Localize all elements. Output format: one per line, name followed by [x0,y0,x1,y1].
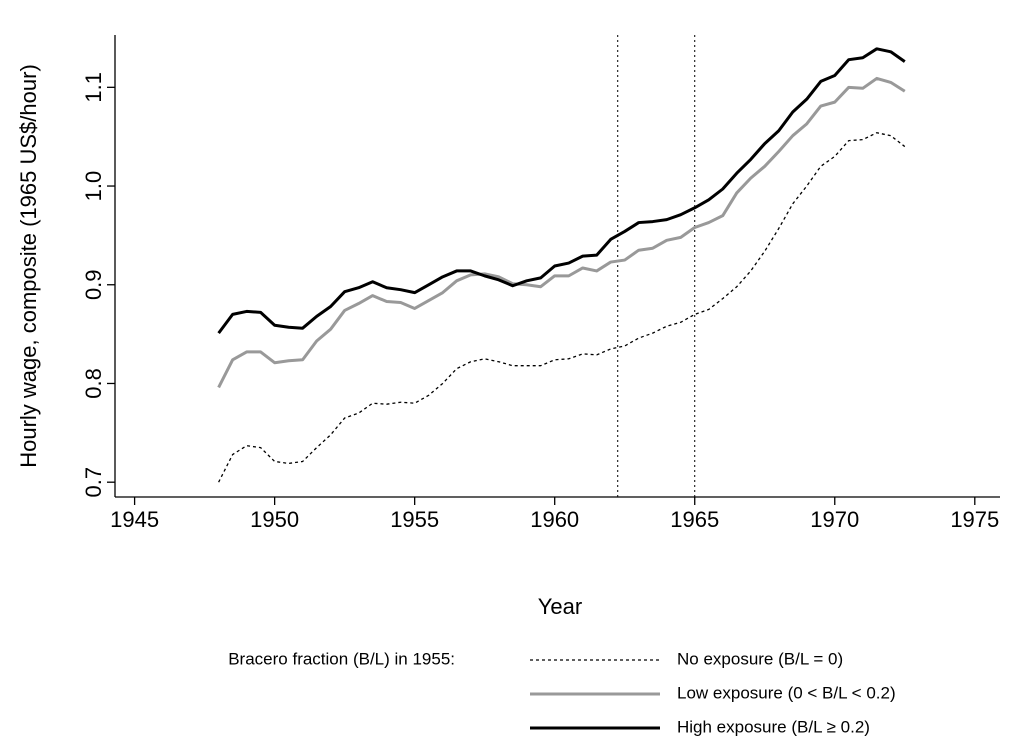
legend-label: Low exposure (0 < B/L < 0.2) [677,683,896,702]
x-axis-label: Year [538,594,582,619]
legend-title: Bracero fraction (B/L) in 1955: [228,649,455,668]
y-tick-label: 0.9 [81,269,106,300]
series-line [218,132,906,483]
x-tick-label: 1960 [530,507,579,532]
legend-label: No exposure (B/L = 0) [677,649,843,668]
legend-label: High exposure (B/L ≥ 0.2) [677,717,870,736]
x-tick-label: 1965 [670,507,719,532]
series-line [217,76,906,389]
x-tick-label: 1955 [390,507,439,532]
y-tick-label: 1.1 [81,72,106,103]
x-tick-label: 1950 [250,507,299,532]
y-axis-label: Hourly wage, composite (1965 US$/hour) [16,64,41,468]
y-tick-label: 0.7 [81,467,106,498]
x-tick-label: 1970 [810,507,859,532]
series-line [217,47,906,335]
x-tick-label: 1945 [110,507,159,532]
x-tick-label: 1975 [950,507,999,532]
y-tick-label: 1.0 [81,171,106,202]
y-tick-label: 0.8 [81,368,106,399]
